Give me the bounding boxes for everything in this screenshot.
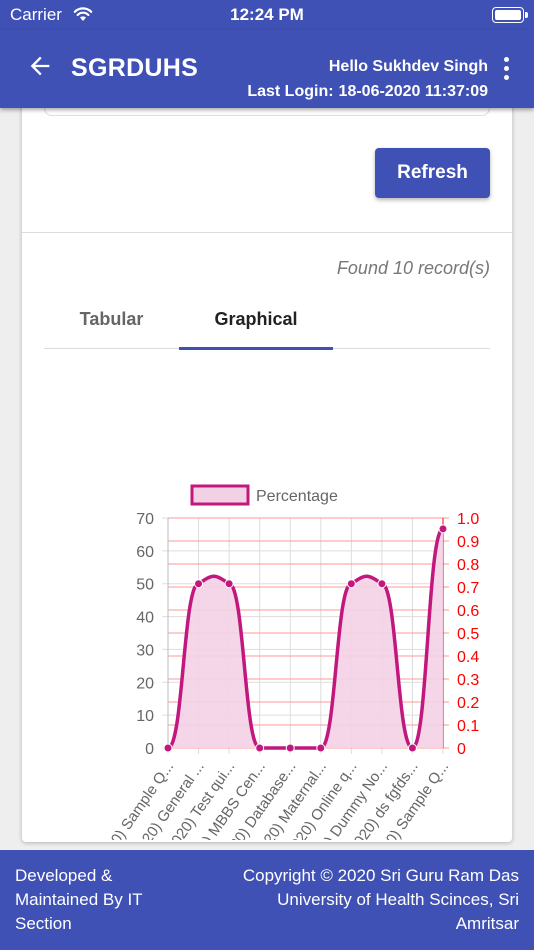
- y-left-tick-label: 50: [136, 577, 154, 594]
- y-right-tick-label: 0.3: [457, 672, 479, 689]
- percentage-chart: 0 10 20 30 40 50 60 70 0 0.1 0.2 0.3 0.4 0.5 0.6 0.7 0.8…: [76, 484, 479, 840]
- last-login-value: 18-06-2020 11:37:09: [338, 83, 488, 100]
- footer-copyright: Copyright © 2020 Sri Guru Ram Das Univer…: [242, 866, 519, 933]
- data-point: [224, 579, 234, 589]
- record-count: Found 10 record(s): [336, 258, 490, 278]
- status-bar: Carrier 12:24 PM: [0, 0, 534, 30]
- y-right-tick-label: 0.4: [457, 649, 479, 666]
- series-area: [168, 528, 443, 748]
- legend-label: Percentage: [256, 488, 338, 505]
- wifi-icon: [73, 7, 93, 21]
- more-vertical-icon[interactable]: [502, 57, 510, 83]
- y-left-tick-label: 0: [145, 741, 154, 758]
- data-point: [163, 743, 173, 753]
- y-right-tick-label: 0.1: [457, 718, 479, 735]
- data-point: [407, 743, 417, 753]
- y-left-tick-label: 20: [136, 675, 154, 692]
- greeting: Hello Sukhdev Singh: [328, 58, 488, 75]
- app-bar: SGRDUHS Hello Sukhdev Singh Last Login: 1…: [0, 30, 534, 108]
- app-title: SGRDUHS: [71, 54, 199, 82]
- y-right-tick-label: 0.7: [457, 580, 479, 597]
- last-login-label: Last Login:: [247, 83, 334, 100]
- battery-icon: [492, 7, 528, 23]
- tab-graphical[interactable]: Graphical: [179, 290, 333, 350]
- y-left-tick-label: 30: [136, 642, 154, 659]
- footer-developer: Developed & Maintained By IT Section: [15, 866, 143, 933]
- y-left-tick-label: 10: [136, 708, 154, 725]
- divider: [22, 232, 512, 233]
- y-right-tick-label: 0.9: [457, 534, 479, 551]
- data-point: [255, 743, 265, 753]
- y-right-tick-label: 0.6: [457, 603, 479, 620]
- y-left-tick-label: 40: [136, 610, 154, 627]
- y-right-tick-label: 0.2: [457, 695, 479, 712]
- y-left-tick-label: 60: [136, 544, 154, 561]
- data-point: [316, 743, 326, 753]
- y-right-tick-label: 0: [457, 741, 466, 758]
- data-point: [194, 579, 204, 589]
- y-right-tick-label: 0.5: [457, 626, 479, 643]
- data-point: [377, 579, 387, 589]
- footer: Developed & Maintained By IT Section Cop…: [0, 850, 534, 950]
- arrow-left-icon[interactable]: [26, 52, 54, 80]
- data-point: [346, 579, 356, 589]
- legend-swatch: [190, 484, 250, 506]
- data-point: [438, 524, 448, 534]
- y-right-tick-label: 1.0: [457, 511, 479, 528]
- carrier-label: Carrier: [10, 5, 62, 24]
- tab-tabular[interactable]: Tabular: [79, 309, 144, 329]
- records-card: Refresh Found 10 record(s) Tabular Graph…: [22, 100, 512, 842]
- last-login: Last Login: 18-06-2020 11:37:09: [242, 83, 488, 101]
- filter-field-edge: [44, 100, 490, 116]
- refresh-button[interactable]: Refresh: [375, 148, 490, 198]
- data-point: [285, 743, 295, 753]
- y-right-tick-label: 0.8: [457, 557, 479, 574]
- clock: 12:24 PM: [230, 5, 304, 24]
- view-tabs: Tabular Graphical: [44, 290, 490, 350]
- y-left-tick-label: 70: [136, 511, 154, 528]
